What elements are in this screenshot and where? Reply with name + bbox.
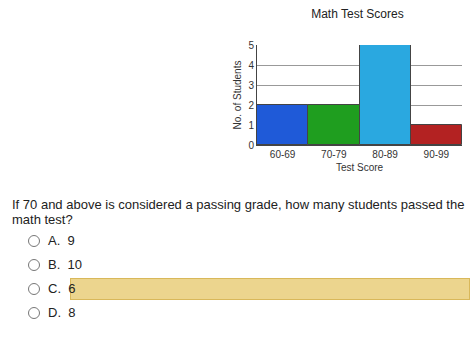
svg-text:1: 1 [248,120,254,131]
svg-text:80-89: 80-89 [372,149,398,160]
svg-text:4: 4 [248,60,254,71]
html-text:B. 10: B. 10 [48,257,82,272]
svg-text:5: 5 [248,40,254,51]
svg-text:3: 3 [248,80,254,91]
html-text:A. 9: A. 9 [48,233,75,248]
html-text:C. 6: C. 6 [48,281,76,296]
svg-text:2: 2 [248,100,254,111]
svg-text:70-79: 70-79 [321,149,347,160]
svg-text:90-99: 90-99 [424,149,450,160]
svg-text:0: 0 [248,140,254,151]
html-text:D. 8: D. 8 [48,305,76,320]
svg-text:No. of Students: No. of Students [232,61,243,130]
svg-text:60-69: 60-69 [270,149,296,160]
svg-text:Test Score: Test Score [336,162,384,173]
html-text:If 70 and above is considered: If 70 and above is considered a passing … [12,197,465,227]
svg-text:Math Test Scores: Math Test Scores [311,7,403,21]
